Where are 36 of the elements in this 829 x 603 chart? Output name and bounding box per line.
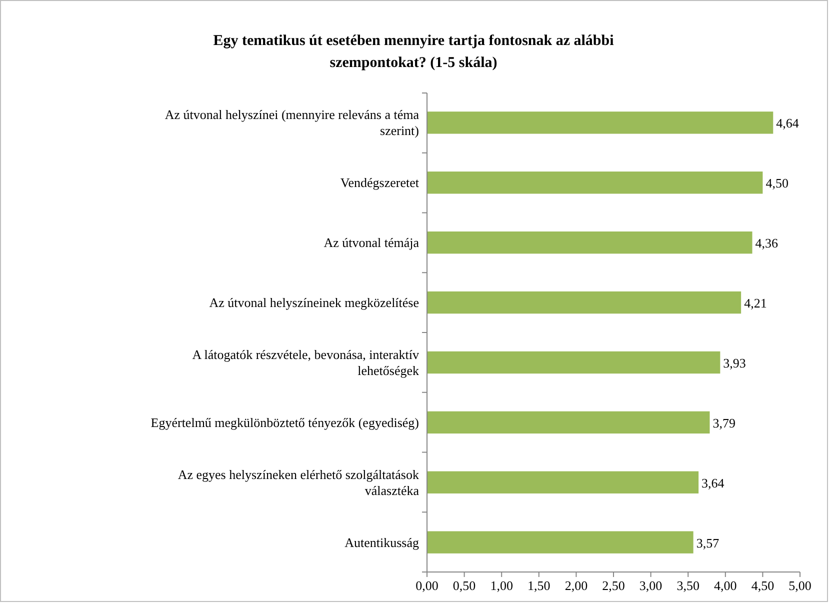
bar xyxy=(427,231,752,254)
bar xyxy=(427,112,774,134)
y-tick-label: Az útvonal helyszíneinek megközelítése xyxy=(209,295,420,310)
data-label: 4,21 xyxy=(744,296,767,311)
x-tick-label: 0,00 xyxy=(416,578,438,593)
x-tick-label: 3,00 xyxy=(639,578,662,593)
bar xyxy=(427,172,763,194)
y-tick-label: Autentikusság xyxy=(344,534,420,550)
x-tick-label: 3,50 xyxy=(676,578,700,593)
data-label: 4,50 xyxy=(766,176,788,191)
bar xyxy=(427,411,710,434)
x-tick-label: 2,50 xyxy=(602,578,625,593)
x-tick-label: 1,50 xyxy=(528,578,550,593)
x-tick-label: 0,50 xyxy=(452,578,476,593)
data-label: 3,79 xyxy=(712,415,736,430)
x-tick-label: 1,00 xyxy=(490,578,513,593)
y-tick-label: Egyértelmű megkülönböztető tényezők (egyediség) xyxy=(150,414,419,430)
data-label: 4,64 xyxy=(776,116,800,131)
x-tick-label: 5,00 xyxy=(788,578,812,593)
x-tick-label: 4,00 xyxy=(714,578,737,593)
y-tick-label: Az egyes helyszíneken elérhető szolgáltatások választéka xyxy=(178,466,420,498)
x-tick-label: 4,50 xyxy=(751,578,774,593)
y-tick-label: Az útvonal helyszínei (mennyire releváns a téma szerint) xyxy=(164,107,420,138)
bar xyxy=(427,351,720,374)
bar xyxy=(427,531,694,554)
data-label: 3,57 xyxy=(696,535,720,550)
data-label: 3,64 xyxy=(702,475,725,490)
chart-title: Egy tematikus út esetében mennyire tartja fontosnak az alábbi szempontokat? (1-5 skála) xyxy=(213,33,614,71)
bar xyxy=(427,471,699,494)
y-tick-label: Vendégszeretet xyxy=(340,175,420,190)
data-label: 4,36 xyxy=(755,236,779,251)
bar xyxy=(427,291,742,314)
x-tick-label: 2,00 xyxy=(564,578,588,593)
data-label: 3,93 xyxy=(723,355,746,370)
y-tick-label: Az útvonal témája xyxy=(324,235,420,250)
y-tick-label: A látogatók részvétele, bevonása, interaktív lehetőségek xyxy=(192,346,420,378)
